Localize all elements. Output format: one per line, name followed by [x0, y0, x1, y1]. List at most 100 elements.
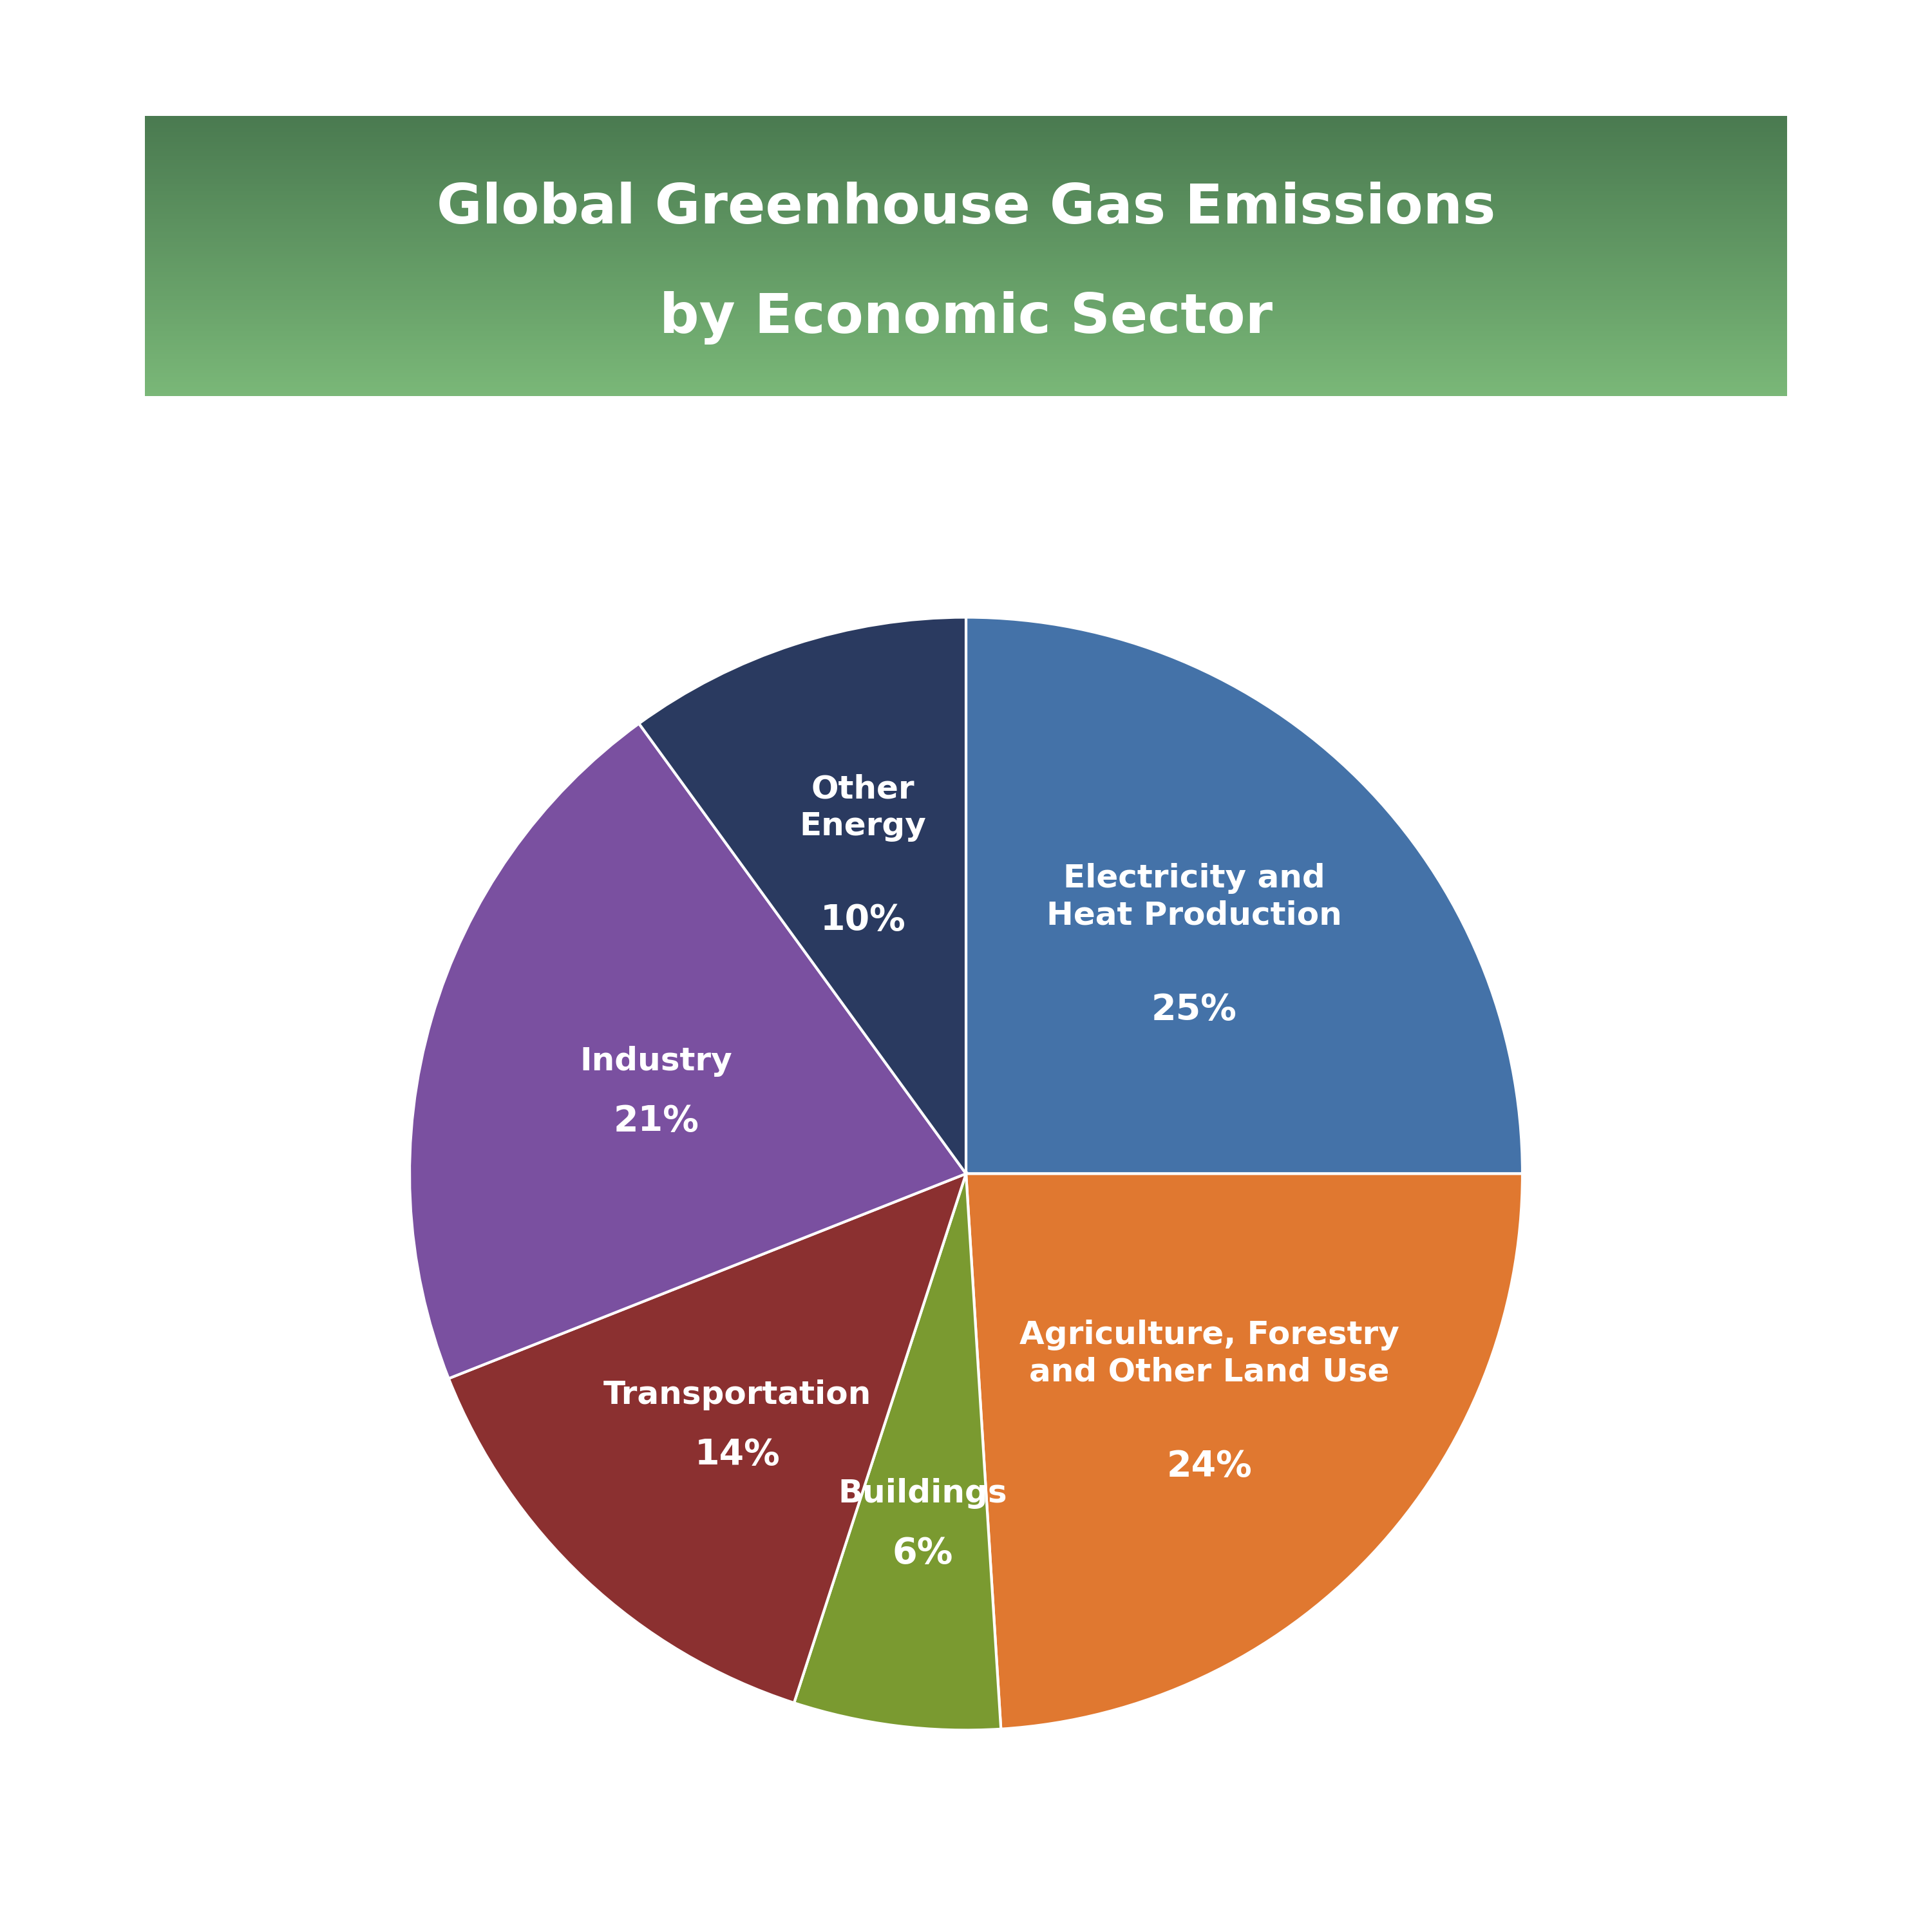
Bar: [145, 363, 1787, 365]
Text: 25%: 25%: [1151, 993, 1236, 1028]
Wedge shape: [966, 1175, 1522, 1729]
Bar: [145, 298, 1787, 299]
Bar: [145, 259, 1787, 261]
Text: Buildings: Buildings: [838, 1478, 1007, 1509]
Bar: [145, 355, 1787, 359]
Bar: [145, 296, 1787, 298]
Bar: [145, 147, 1787, 149]
Wedge shape: [410, 724, 966, 1379]
Bar: [145, 384, 1787, 386]
Bar: [145, 126, 1787, 128]
Bar: [145, 162, 1787, 164]
Bar: [145, 272, 1787, 274]
Bar: [145, 359, 1787, 361]
Bar: [145, 282, 1787, 284]
Bar: [145, 249, 1787, 251]
Bar: [145, 317, 1787, 319]
Bar: [145, 193, 1787, 195]
Bar: [145, 238, 1787, 240]
Bar: [145, 340, 1787, 342]
Bar: [145, 201, 1787, 203]
Bar: [145, 377, 1787, 381]
Bar: [145, 344, 1787, 348]
Bar: [145, 236, 1787, 238]
Bar: [145, 330, 1787, 332]
Bar: [145, 135, 1787, 137]
Bar: [145, 120, 1787, 124]
Bar: [145, 213, 1787, 214]
Bar: [145, 160, 1787, 162]
Wedge shape: [639, 618, 966, 1175]
Bar: [145, 257, 1787, 259]
Bar: [145, 203, 1787, 205]
Bar: [145, 191, 1787, 193]
Bar: [145, 240, 1787, 242]
Bar: [145, 309, 1787, 311]
Bar: [145, 145, 1787, 147]
Bar: [145, 224, 1787, 226]
Bar: [145, 168, 1787, 170]
Bar: [145, 216, 1787, 218]
Bar: [145, 354, 1787, 355]
Bar: [145, 184, 1787, 185]
Bar: [145, 386, 1787, 388]
Bar: [145, 232, 1787, 236]
Bar: [145, 261, 1787, 263]
Bar: [145, 185, 1787, 187]
Bar: [145, 218, 1787, 220]
Bar: [145, 336, 1787, 338]
Bar: [145, 388, 1787, 392]
Bar: [145, 280, 1787, 282]
Bar: [145, 276, 1787, 280]
Bar: [145, 284, 1787, 286]
Bar: [145, 153, 1787, 156]
Bar: [145, 228, 1787, 230]
Bar: [145, 214, 1787, 216]
Wedge shape: [794, 1175, 1001, 1731]
Bar: [145, 164, 1787, 168]
Bar: [145, 156, 1787, 158]
Bar: [145, 348, 1787, 350]
Bar: [145, 325, 1787, 327]
Bar: [145, 243, 1787, 247]
Bar: [145, 365, 1787, 367]
Bar: [145, 230, 1787, 232]
Bar: [145, 342, 1787, 344]
Bar: [145, 131, 1787, 135]
Bar: [145, 174, 1787, 176]
Bar: [145, 383, 1787, 384]
Bar: [145, 129, 1787, 131]
Bar: [145, 151, 1787, 153]
Bar: [145, 195, 1787, 197]
Bar: [145, 263, 1787, 265]
Bar: [145, 137, 1787, 139]
Bar: [145, 375, 1787, 377]
Bar: [145, 139, 1787, 141]
Wedge shape: [966, 618, 1522, 1175]
Bar: [145, 197, 1787, 201]
Bar: [145, 247, 1787, 249]
Bar: [145, 118, 1787, 120]
Bar: [145, 187, 1787, 191]
Text: 24%: 24%: [1167, 1449, 1252, 1484]
Bar: [145, 319, 1787, 321]
Bar: [145, 352, 1787, 354]
Bar: [145, 373, 1787, 375]
Bar: [145, 141, 1787, 145]
Bar: [145, 124, 1787, 126]
Bar: [145, 242, 1787, 243]
Bar: [145, 170, 1787, 172]
Bar: [145, 350, 1787, 352]
Bar: [145, 158, 1787, 160]
Bar: [145, 303, 1787, 305]
Text: 10%: 10%: [819, 902, 906, 937]
Bar: [145, 286, 1787, 288]
Bar: [145, 288, 1787, 292]
Bar: [145, 270, 1787, 272]
Bar: [145, 116, 1787, 118]
Wedge shape: [448, 1175, 966, 1702]
Bar: [145, 207, 1787, 209]
Bar: [145, 327, 1787, 328]
Text: 14%: 14%: [696, 1437, 781, 1472]
Bar: [145, 305, 1787, 307]
